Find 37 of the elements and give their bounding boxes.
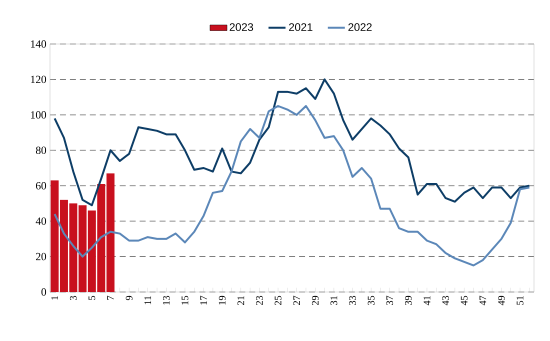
x-tick-label: 23 [256, 296, 263, 306]
x-tick-label: 21 [238, 296, 244, 306]
x-tick-label: 11 [144, 296, 152, 304]
y-tick-label: 100 [31, 111, 46, 119]
y-tick-label: 0 [41, 288, 46, 296]
legend-label: 2023 [230, 23, 254, 31]
y-tick-label: 80 [36, 146, 46, 154]
x-tick-label: 17 [200, 296, 207, 305]
x-tick-label: 41 [424, 296, 430, 306]
x-tick-label: 37 [386, 296, 394, 305]
x-tick-label: 27 [293, 296, 300, 306]
x-tick-label: 47 [480, 296, 486, 306]
x-tick-label: 3 [70, 296, 77, 300]
y-tick-label: 60 [36, 182, 46, 190]
x-tick-label: 19 [218, 296, 226, 305]
x-tick-label: 13 [163, 296, 170, 305]
x-tick-label: 25 [274, 296, 282, 306]
y-tick-label: 120 [31, 76, 46, 84]
x-tick-label: 7 [107, 296, 114, 300]
legend-label: 2021 [289, 23, 312, 31]
x-tick-label: 15 [182, 296, 188, 305]
y-tick-label: 20 [36, 252, 46, 260]
x-tick-label: 9 [126, 296, 132, 300]
x-tick-label: 51 [516, 296, 524, 305]
x-tick-label: 35 [368, 296, 374, 305]
x-tick-label: 43 [442, 296, 449, 306]
x-tick-label: 29 [312, 296, 319, 306]
legend-label: 2022 [348, 23, 372, 31]
x-tick-label: 5 [88, 296, 96, 300]
y-tick-label: 140 [31, 40, 46, 48]
x-tick-label: 33 [349, 296, 356, 305]
x-tick-label: 39 [405, 296, 412, 305]
y-tick-label: 40 [36, 217, 46, 225]
x-tick-label: 45 [460, 296, 468, 306]
x-tick-label: 49 [498, 296, 505, 306]
x-tick-label: 1 [51, 296, 58, 300]
x-tick-label: 31 [330, 296, 338, 305]
